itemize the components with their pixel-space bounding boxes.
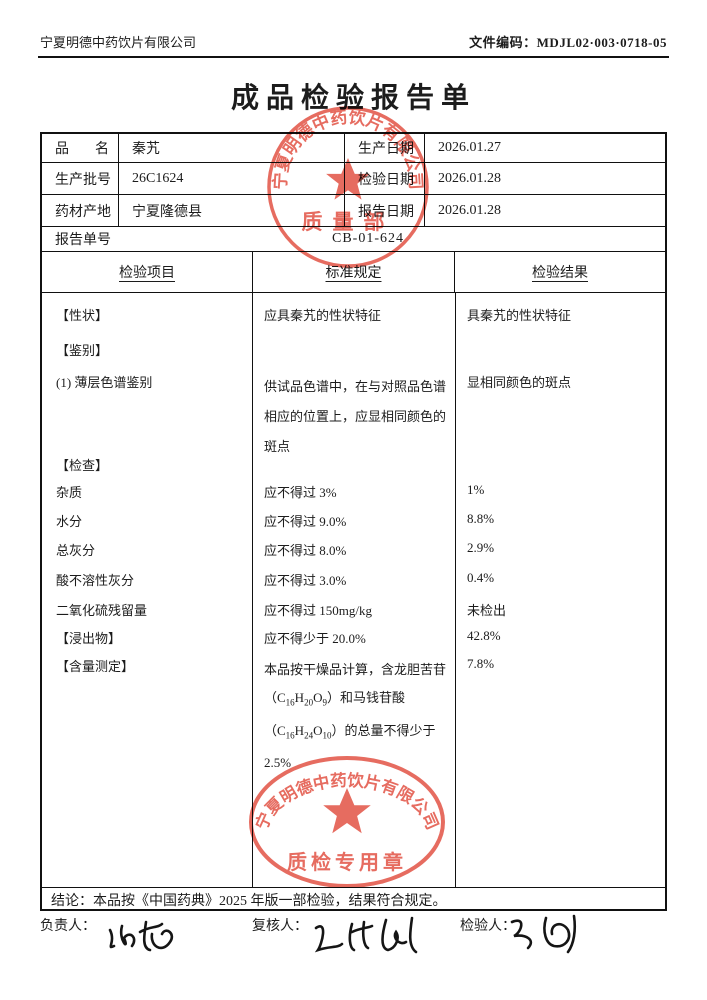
standard-acid-ash: 应不得过 3.0%: [264, 573, 347, 588]
header-divider: [38, 56, 669, 58]
result-table-header: 检验项目 标准规定 检验结果: [42, 252, 665, 293]
result-assay: 7.8%: [467, 656, 495, 671]
column-divider: [455, 293, 456, 887]
lead-signature: [108, 920, 174, 952]
result-table-body: 【性状】 应具秦艽的性状特征 具秦艽的性状特征 【鉴别】 (1) 薄层色谱鉴别 …: [42, 293, 665, 888]
column-header-standard: 标准规定: [252, 252, 455, 292]
item-assay: 【含量测定】: [56, 659, 135, 674]
column-header-result: 检验结果: [532, 266, 588, 281]
inspector-label: 检验人：: [460, 919, 516, 934]
product-name-value: 秦艽: [119, 134, 345, 163]
report-number-label: 报告单号: [55, 233, 111, 248]
standard-total-ash: 应不得过 8.0%: [264, 543, 347, 558]
report-number-row: 报告单号 CB-01-624: [42, 227, 665, 252]
conclusion-row: 结论：本品按《中国药典》2025 年版一部检验，结果符合规定。: [42, 888, 665, 912]
result-character: 具秦艽的性状特征: [467, 308, 572, 323]
standard-extract: 应不得少于 20.0%: [264, 631, 366, 646]
item-impurity: 杂质: [56, 485, 83, 500]
item-so2: 二氧化硫残留量: [56, 603, 148, 618]
standard-impurity: 应不得过 3%: [264, 485, 337, 500]
product-name-label: 品名: [42, 134, 119, 163]
standard-assay: 本品按干燥品计算，含龙胆苦苷（C16H20O9）和马钱苷酸（C16H24O10）…: [264, 662, 447, 771]
result-so2: 未检出: [467, 603, 507, 618]
document-code: 文件编码：MDJL02·003·0718-05: [469, 35, 667, 50]
result-tlc: 显相同颜色的斑点: [467, 375, 572, 390]
result-total-ash: 2.9%: [467, 540, 495, 555]
item-character: 【性状】: [56, 308, 109, 323]
batch-number-value: 26C1624: [119, 163, 345, 195]
inspection-date-label: 检验日期: [345, 163, 425, 195]
info-grid: 品名 秦艽 生产日期 2026.01.27 生产批号 26C1624 检验日期 …: [42, 134, 665, 227]
result-extract: 42.8%: [467, 628, 501, 643]
report-table: 品名 秦艽 生产日期 2026.01.27 生产批号 26C1624 检验日期 …: [40, 132, 667, 911]
production-date-value: 2026.01.27: [425, 134, 665, 163]
report-title: 成品检验报告单: [230, 83, 476, 114]
standard-tlc: 供试品色谱中，在与对照品色谱相应的位置上，应显相同颜色的斑点: [264, 379, 447, 454]
inspector-signature: [510, 914, 577, 954]
standard-moisture: 应不得过 9.0%: [264, 514, 347, 529]
inspection-date-value: 2026.01.28: [425, 163, 665, 195]
production-date-label: 生产日期: [345, 134, 425, 163]
page-header: 宁夏明德中药饮片有限公司 文件编码：MDJL02·003·0718-05: [40, 32, 667, 51]
report-date-value: 2026.01.28: [425, 195, 665, 227]
result-acid-ash: 0.4%: [467, 570, 495, 585]
item-extract: 【浸出物】: [56, 631, 122, 646]
report-number-value: CB-01-624: [332, 231, 404, 246]
item-acid-ash: 酸不溶性灰分: [56, 573, 135, 588]
company-name: 宁夏明德中药饮片有限公司: [40, 35, 197, 50]
column-divider: [252, 293, 253, 887]
item-check-section: 【检查】: [56, 458, 109, 473]
item-total-ash: 总灰分: [56, 543, 96, 558]
result-impurity: 1%: [467, 482, 485, 497]
origin-value: 宁夏隆德县: [119, 195, 345, 227]
standard-so2: 应不得过 150mg/kg: [264, 603, 372, 618]
reviewer-signature: [314, 916, 418, 954]
reviewer-label: 复核人：: [252, 919, 308, 934]
item-tlc: (1) 薄层色谱鉴别: [56, 375, 153, 390]
conclusion-text: 结论：本品按《中国药典》2025 年版一部检验，结果符合规定。: [51, 894, 447, 909]
batch-number-label: 生产批号: [42, 163, 119, 195]
item-identification: 【鉴别】: [56, 343, 109, 358]
lead-signer-label: 负责人：: [40, 919, 96, 934]
result-moisture: 8.8%: [467, 511, 495, 526]
origin-label: 药材产地: [42, 195, 119, 227]
standard-character: 应具秦艽的性状特征: [264, 308, 382, 323]
report-date-label: 报告日期: [345, 195, 425, 227]
column-header-item: 检验项目: [119, 266, 175, 281]
item-moisture: 水分: [56, 514, 83, 529]
